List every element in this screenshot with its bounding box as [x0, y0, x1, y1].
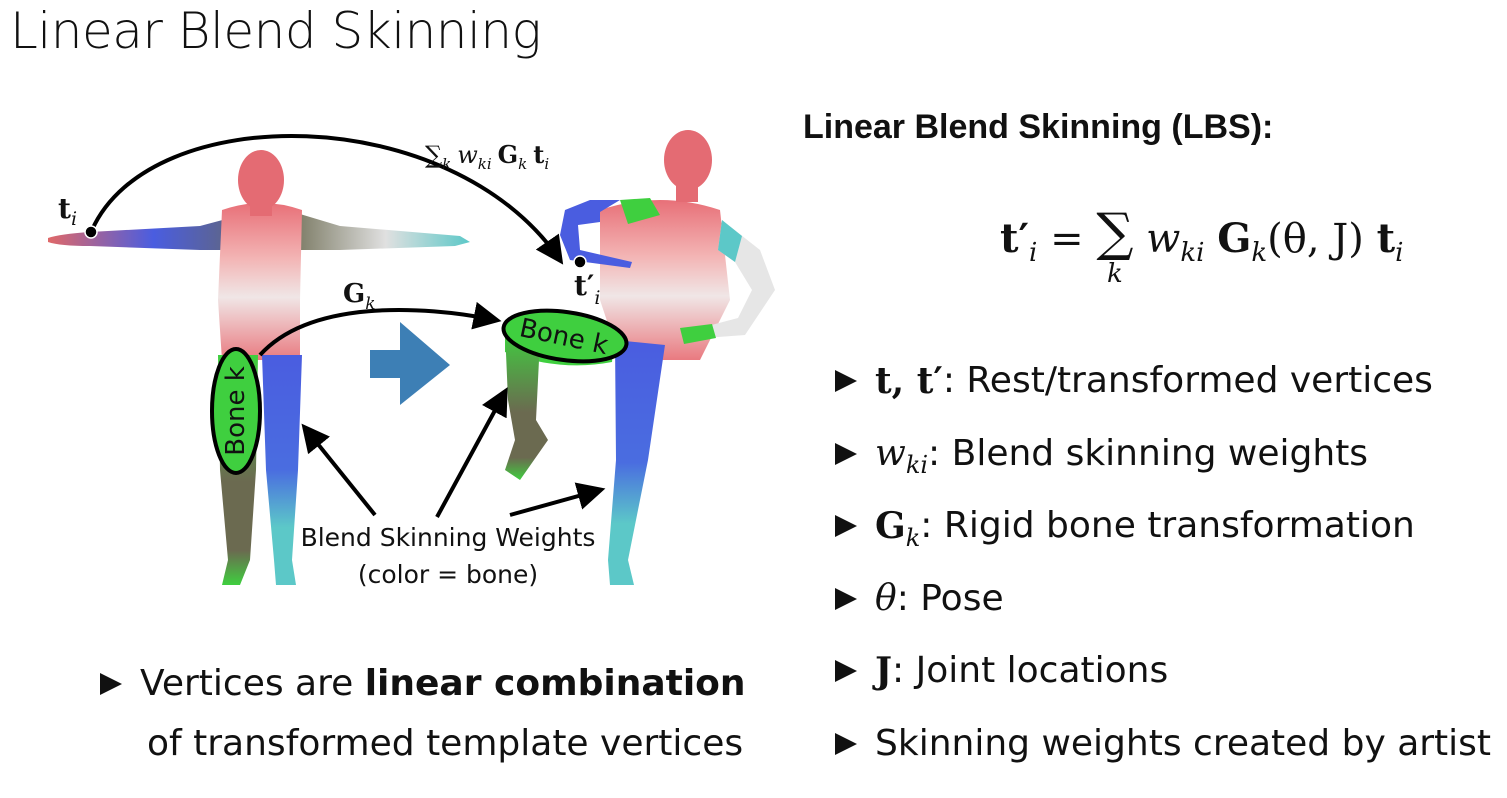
bullet-symbol: θ [875, 577, 897, 619]
weights-caption-line2: (color = bone) [358, 560, 538, 589]
bullet-triangle-icon [835, 370, 857, 392]
list-item: Skinning weights created by artist [835, 723, 1491, 796]
bullet-symbol: Gk [875, 505, 921, 553]
eq-args: (θ, J) [1267, 216, 1364, 262]
symbol-list: t, t′ : Rest/transformed vertices wki : … [835, 360, 1491, 795]
eq-t: t [1376, 215, 1396, 262]
bottom-note-line2: of transformed template vertices [147, 723, 744, 764]
weights-pointer-middle [435, 387, 508, 518]
pose-transform-arrow [370, 322, 450, 405]
list-item: Gk : Rigid bone transformation [835, 505, 1491, 578]
list-item: t, t′ : Rest/transformed vertices [835, 360, 1491, 433]
rest-vertex-label: ti [58, 192, 77, 230]
bullet-triangle-icon [835, 442, 857, 465]
eq-equals: = [1050, 216, 1084, 262]
bullet-text: : Joint locations [892, 650, 1169, 691]
bullet-symbol: t, t′ [875, 360, 943, 402]
eq-w-sub: ki [1180, 238, 1205, 268]
bullet-text: : Rest/transformed vertices [942, 360, 1433, 401]
bullet-symbol: J [875, 650, 893, 692]
slide-title: Linear Blend Skinning [10, 2, 542, 60]
lbs-figure: Bone k Bone k ti t′i ∑k wki Gk ti Gk Blend … [48, 130, 775, 589]
eq-lhs: t′ [1000, 215, 1030, 262]
eq-lhs-sub: i [1029, 238, 1038, 268]
bullet-triangle-icon [835, 660, 857, 682]
list-item: θ : Pose [835, 578, 1491, 651]
rest-vertex-dot [84, 225, 98, 239]
bullet-text: : Blend skinning weights [928, 432, 1369, 474]
eq-sum: ∑ [1096, 203, 1134, 263]
bullet-triangle-icon [100, 673, 122, 695]
bone-transform-label: Gk [343, 279, 376, 314]
eq-G: G [1217, 215, 1252, 262]
bone-ellipse-right [501, 308, 629, 364]
weights-pointer-left [301, 423, 377, 517]
bullet-triangle-icon [835, 515, 857, 537]
bottom-note-bold: linear combination [364, 663, 746, 704]
sum-formula-label: ∑k wki Gk ti [425, 140, 549, 173]
bone-label-left: Bone k [221, 366, 251, 456]
vertex-transform-curve [90, 134, 564, 265]
bone-ellipse-left [210, 347, 262, 475]
bullet-text: : Pose [896, 577, 1004, 619]
weights-caption-line1: Blend Skinning Weights [301, 523, 596, 552]
eq-t-sub: i [1395, 238, 1404, 268]
posed-vertex-dot [573, 255, 587, 269]
bottom-note-prefix: Vertices are [140, 663, 365, 704]
posed-vertex-label: t′i [574, 269, 600, 309]
weights-pointer-right [509, 482, 606, 517]
bone-transform-curve [258, 301, 502, 357]
list-item: J : Joint locations [835, 650, 1491, 723]
bullet-text: : Rigid bone transformation [920, 505, 1415, 546]
eq-G-sub: k [1251, 238, 1268, 268]
eq-sum-sub: k [1106, 259, 1123, 289]
bullet-triangle-icon [835, 732, 857, 755]
eq-w: w [1146, 216, 1181, 262]
bullet-triangle-icon [835, 587, 857, 610]
bullet-symbol: wki [875, 432, 929, 479]
bullet-text: Skinning weights created by artist [875, 722, 1492, 764]
list-item: wki : Blend skinning weights [835, 433, 1491, 506]
bottom-note: Vertices are linear combination of trans… [100, 663, 746, 783]
lbs-equation: t′i = ∑ k wki Gk(θ, J) ti [1000, 195, 1403, 289]
lbs-heading: Linear Blend Skinning (LBS): [803, 108, 1274, 146]
